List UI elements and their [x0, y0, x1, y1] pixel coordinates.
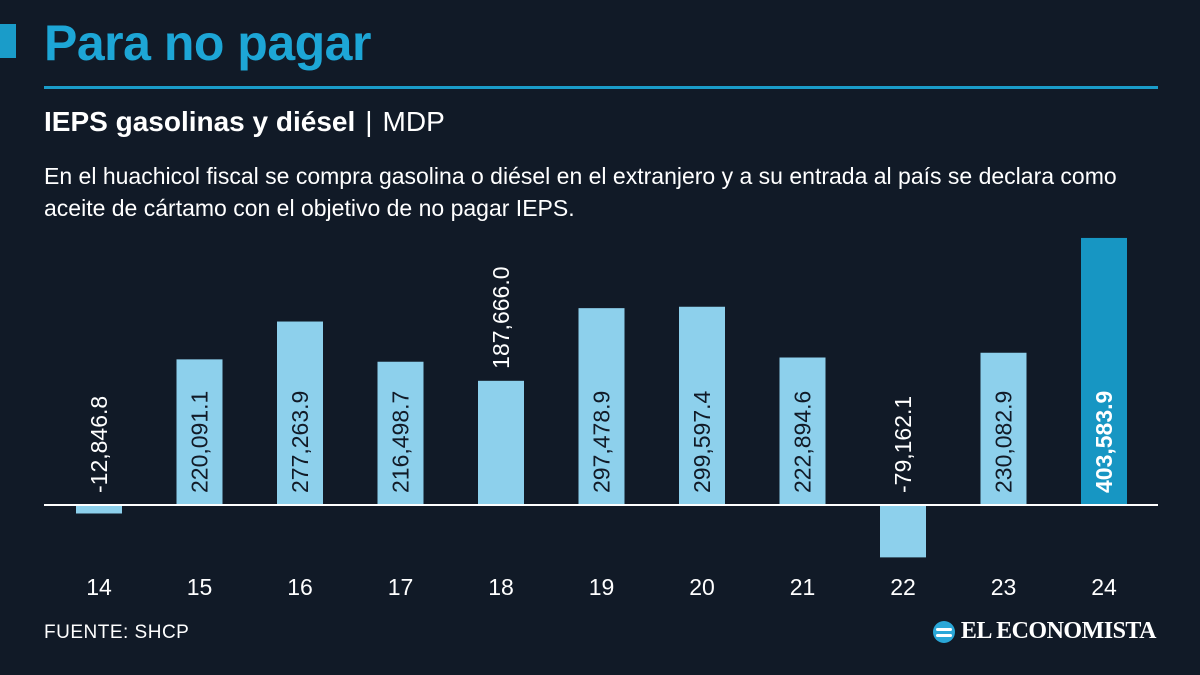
logo-globe-icon [932, 620, 955, 643]
category-label-17: 17 [388, 574, 414, 600]
chart-unit: MDP [382, 106, 445, 137]
category-label-21: 21 [790, 574, 816, 600]
bar-24 [1081, 237, 1127, 505]
value-label-24: 403,583.9 [1091, 391, 1117, 493]
bar-15 [176, 359, 223, 505]
bar-23 [980, 352, 1027, 505]
value-label-15: 220,091.1 [187, 391, 213, 493]
chart-subtitle-main: IEPS gasolinas y diésel [44, 106, 356, 137]
category-label-24: 24 [1091, 574, 1117, 600]
category-label-16: 16 [287, 574, 313, 600]
value-label-16: 277,263.9 [287, 391, 313, 493]
title-divider [44, 86, 1158, 89]
value-label-17: 216,498.7 [388, 391, 414, 493]
bar-14 [76, 505, 122, 514]
bar-17 [377, 361, 424, 505]
value-label-22: -79,162.1 [890, 396, 916, 493]
category-label-19: 19 [589, 574, 615, 600]
value-label-14: -12,846.8 [86, 396, 112, 493]
page-title: Para no pagar [44, 15, 371, 71]
category-label-15: 15 [187, 574, 213, 600]
category-label-20: 20 [689, 574, 715, 600]
bar-20 [679, 306, 725, 505]
bar-19 [578, 308, 625, 505]
title-accent-tab [0, 24, 16, 58]
bar-18 [478, 380, 524, 505]
value-label-19: 297,478.9 [589, 391, 615, 493]
brand-logo: EL ECONOMISTA [932, 618, 1157, 645]
category-label-23: 23 [991, 574, 1017, 600]
logo-wordmark: EL ECONOMISTA [960, 618, 1157, 644]
bar-chart: -12,846.8 14 220,091.1 15 277,263.9 16 216,498… [44, 237, 1158, 600]
value-label-18: 187,666.0 [488, 266, 514, 368]
chart-subtitle-separator: | [365, 106, 373, 137]
category-label-14: 14 [86, 574, 112, 600]
value-label-21: 222,894.6 [790, 391, 816, 493]
bar-22 [880, 505, 926, 558]
category-label-22: 22 [890, 574, 916, 600]
chart-subtitle: IEPS gasolinas y diésel | MDP [44, 106, 445, 138]
chart-description: En el huachicol fiscal se compra gasolin… [44, 163, 1117, 221]
value-label-20: 299,597.4 [689, 390, 715, 493]
value-label-23: 230,082.9 [991, 391, 1017, 493]
bar-16 [277, 321, 323, 505]
bar-21 [779, 357, 826, 505]
source-note: FUENTE: SHCP [44, 622, 190, 643]
category-label-18: 18 [488, 574, 514, 600]
